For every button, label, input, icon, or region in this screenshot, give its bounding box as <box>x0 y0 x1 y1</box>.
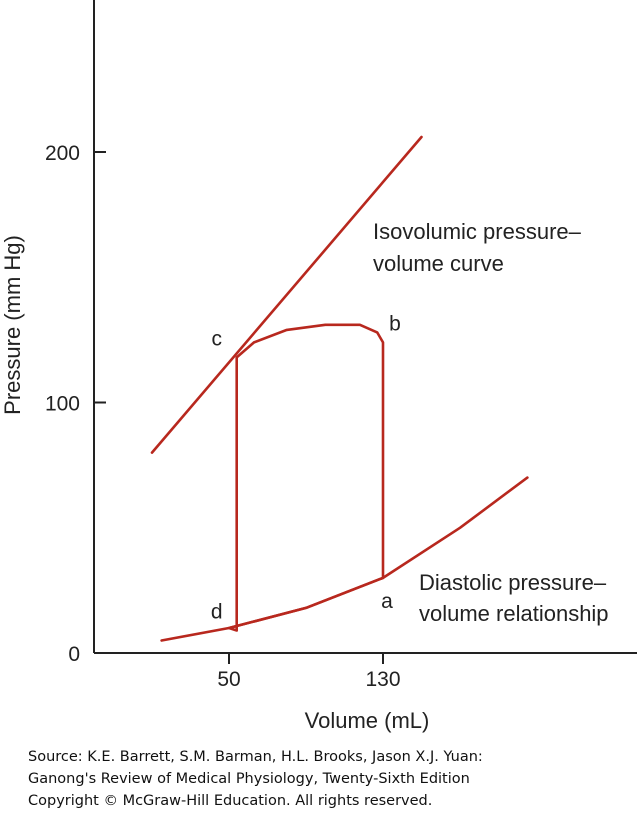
y-tick-label: 0 <box>68 643 80 666</box>
source-line: Copyright © McGraw-Hill Education. All r… <box>28 793 433 809</box>
point-label-d: d <box>211 600 223 623</box>
point-label-a: a <box>381 590 393 613</box>
y-axis-title: Pressure (mm Hg) <box>0 235 25 415</box>
point-label-c: c <box>211 327 222 350</box>
y-tick-label: 100 <box>45 393 80 416</box>
source-line: Source: K.E. Barrett, S.M. Barman, H.L. … <box>28 749 483 765</box>
y-tick-label: 200 <box>45 142 80 165</box>
x-axis-title: Volume (mL) <box>305 708 430 733</box>
x-tick-label: 130 <box>365 668 400 691</box>
isovolumic-annotation: Isovolumic pressure– <box>373 219 582 244</box>
source-citation: Source: K.E. Barrett, S.M. Barman, H.L. … <box>28 746 628 812</box>
pv-loop-line <box>227 323 385 632</box>
source-line: Ganong's Review of Medical Physiology, T… <box>28 771 470 787</box>
diastolic-annotation: volume relationship <box>419 601 609 626</box>
isovolumic-curve-line <box>150 135 423 454</box>
labels-group: a b c d Isovolumic pressure– volume curve Dias… <box>211 219 609 626</box>
isovolumic-annotation: volume curve <box>373 251 504 276</box>
axes: 0 100 200 50 130 Volume (mL) Pressure (mm Hg) <box>0 0 637 733</box>
series-group <box>150 135 529 642</box>
diastolic-annotation: Diastolic pressure– <box>419 570 607 595</box>
x-tick-label: 50 <box>217 668 240 691</box>
point-label-b: b <box>389 312 401 335</box>
